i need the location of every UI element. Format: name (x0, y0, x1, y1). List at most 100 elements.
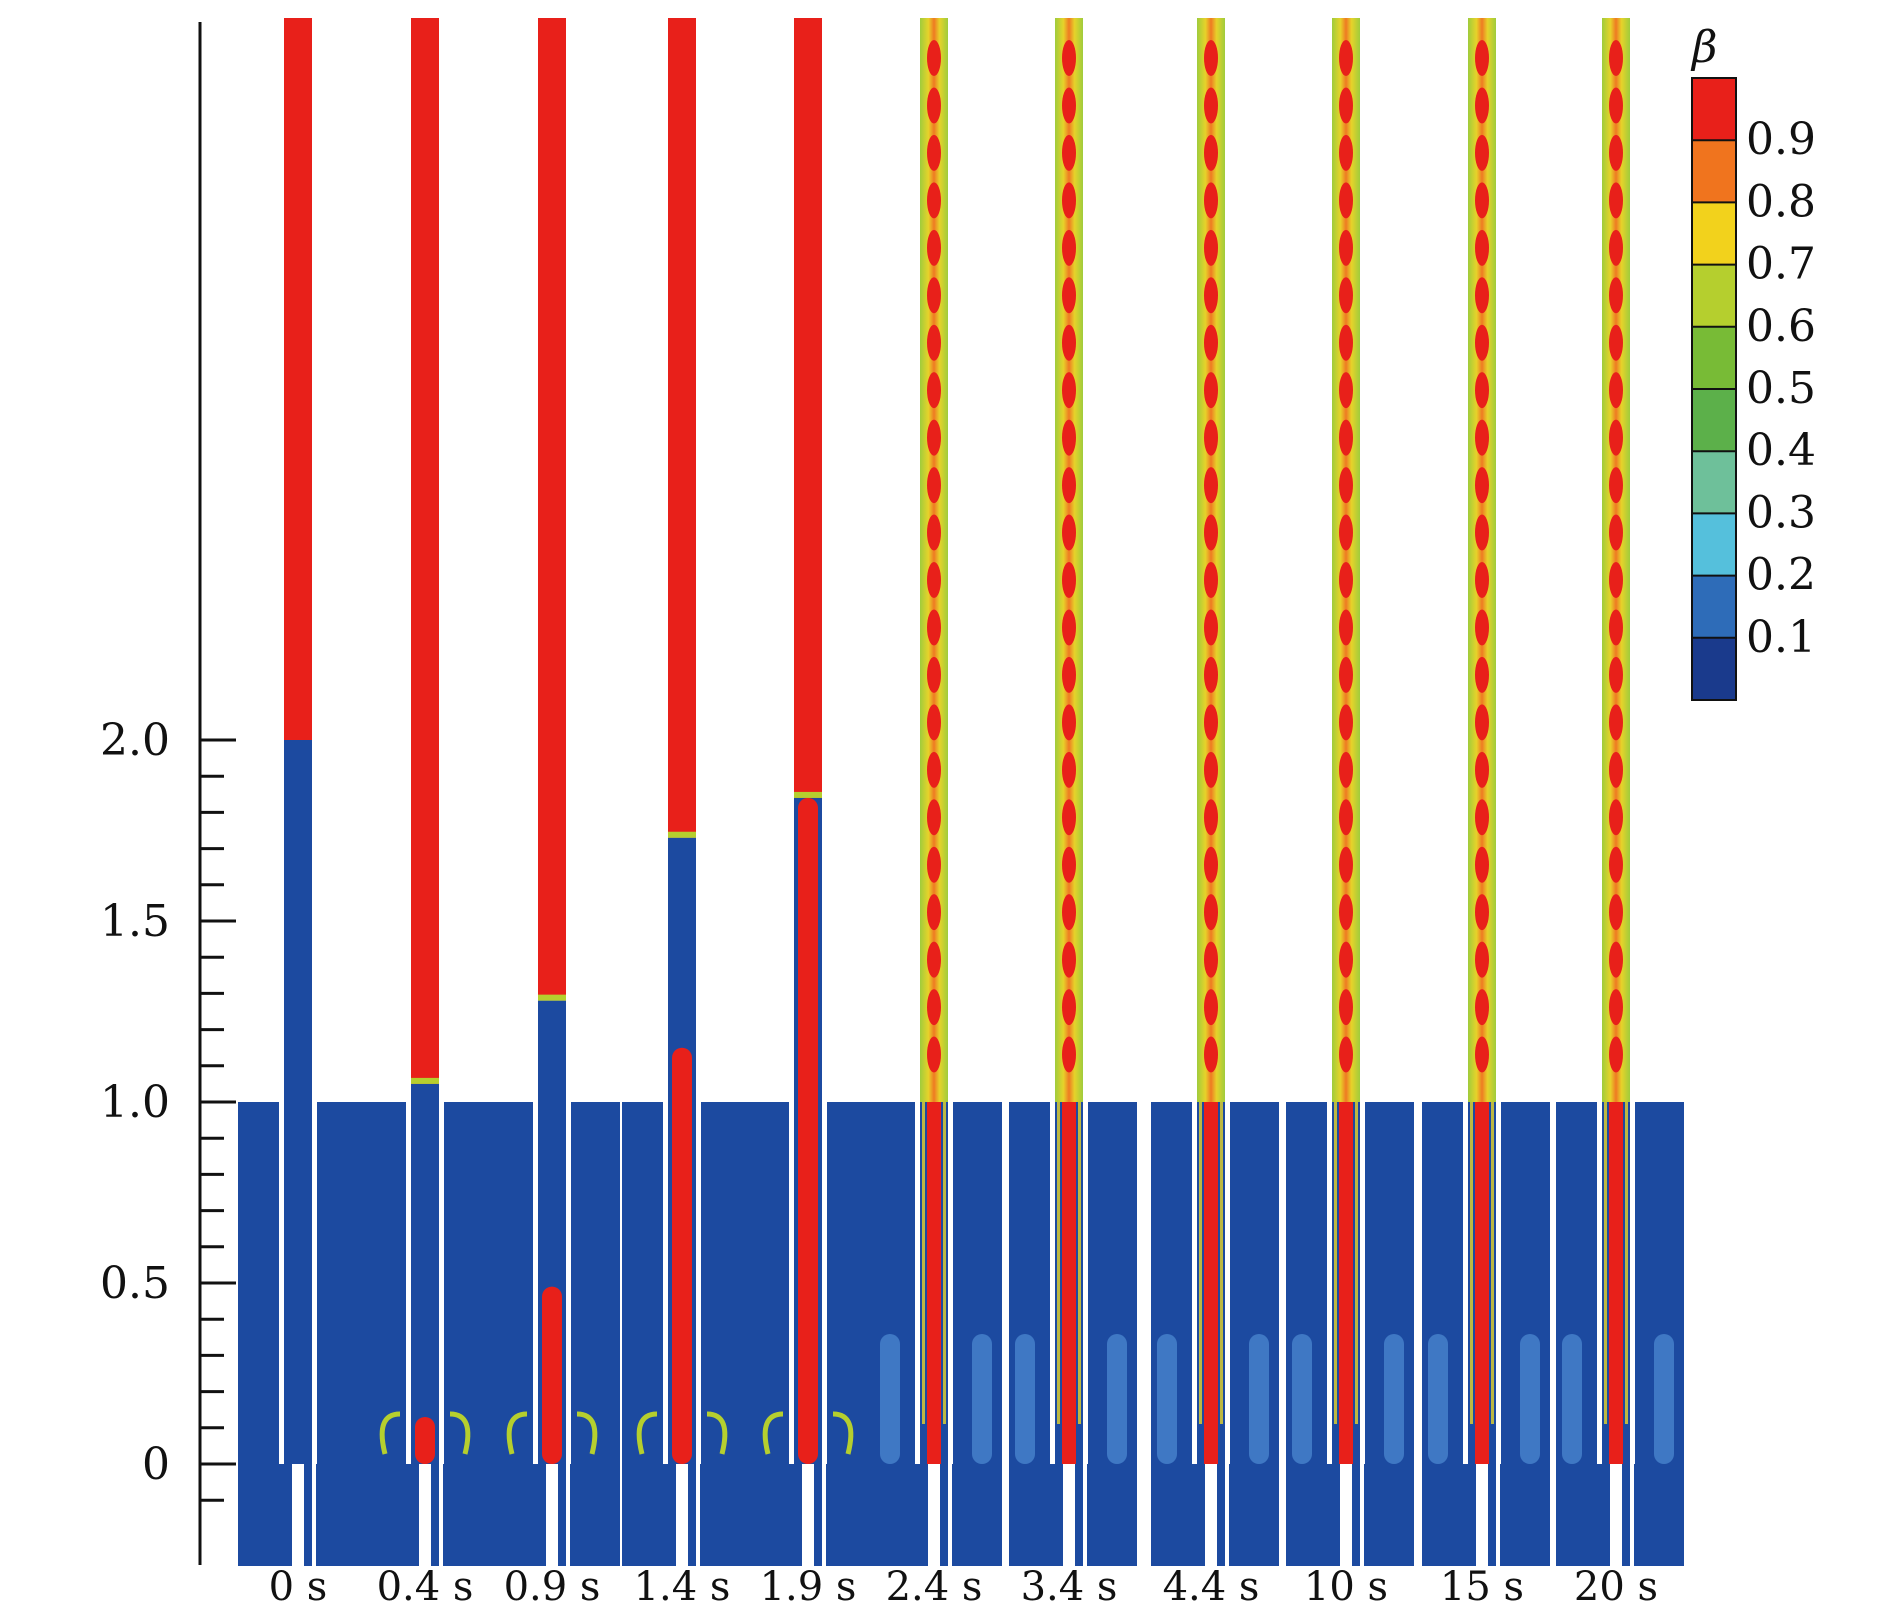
panel-3_4_s (1009, 18, 1137, 1566)
plume-blob (1062, 1036, 1076, 1073)
y-tick-label: 0.5 (100, 1258, 170, 1309)
right-water-block (826, 1102, 876, 1566)
colorbar-label: 0.3 (1746, 487, 1816, 538)
plume-blob (927, 229, 941, 266)
colorbar-swatch (1692, 451, 1736, 515)
plume-blob (1609, 467, 1623, 504)
time-label: 2.4 s (886, 1564, 983, 1607)
plume-blob (1062, 799, 1076, 836)
plume-blob (1204, 40, 1218, 76)
air-interface (411, 1077, 439, 1084)
plume-blob (1204, 277, 1218, 314)
side-bubble-right (1107, 1334, 1127, 1464)
upper-tube-water (284, 740, 312, 1102)
plume-blob (1339, 87, 1353, 124)
time-label: 3.4 s (1021, 1564, 1118, 1607)
colorbar-swatch (1692, 140, 1736, 204)
time-label: 0 s (269, 1564, 328, 1607)
right-water-block (443, 1102, 493, 1566)
tank-plume-edge-right (1625, 1102, 1628, 1424)
colorbar-label: 0.1 (1746, 612, 1816, 663)
air-interface (794, 791, 822, 798)
tank-plume-core (1204, 1102, 1218, 1464)
plume-blob (1609, 562, 1623, 598)
tank-plume-edge-left (1057, 1102, 1060, 1424)
plume-blob (1609, 87, 1623, 124)
gap-right (948, 1102, 953, 1464)
colorbar-swatch (1692, 575, 1736, 639)
right-water-block (1087, 1102, 1137, 1566)
plume-blob (927, 40, 941, 76)
gap-right (1225, 1102, 1230, 1464)
plume-blob (1609, 894, 1623, 931)
tank-plume-edge-left (1199, 1102, 1202, 1424)
plume-blob (1204, 87, 1218, 124)
gap-right (1360, 1102, 1365, 1464)
inlet-slot (292, 1464, 304, 1566)
plume-blob (1339, 467, 1353, 504)
plume-blob (1609, 704, 1623, 741)
plume-blob (1609, 751, 1623, 788)
plume-blob (1339, 941, 1353, 978)
plume-blob (1062, 134, 1076, 171)
plume-blob (927, 941, 941, 978)
plume-blob (1475, 989, 1489, 1026)
tank-plume-core (927, 1102, 941, 1464)
gap-right (312, 1102, 317, 1464)
y-tick-label: 1.0 (100, 1077, 170, 1128)
gap-right (439, 1102, 444, 1464)
plume-blob (927, 87, 941, 124)
plume-blob (1062, 419, 1076, 456)
gap-left (1463, 1102, 1468, 1464)
time-panels (238, 18, 1684, 1566)
plume-blob (1339, 277, 1353, 314)
plume-blob (1062, 894, 1076, 931)
upper-tube-air (538, 18, 566, 1001)
time-label: 15 s (1440, 1564, 1524, 1607)
vortex-left (762, 1411, 784, 1455)
side-bubble-right (1249, 1334, 1269, 1464)
upper-tube-mixture (1332, 18, 1360, 1102)
plume-blob (1475, 656, 1489, 693)
plume-blob (1339, 134, 1353, 171)
panel-10_s (1286, 18, 1414, 1566)
time-labels: 0 s 0.4 s 0.9 s 1.4 s 1.9 s 2.4 s 3.4 s 4.4 s 10… (269, 1564, 1658, 1607)
gap-right (1083, 1102, 1088, 1464)
y-tick-label: 1.5 (100, 896, 170, 947)
plume-blob (1204, 467, 1218, 504)
gap-left (663, 1102, 668, 1464)
rising-air-column (542, 1286, 562, 1464)
vortex-left (379, 1411, 401, 1455)
plume-blob (1339, 846, 1353, 883)
side-bubble-left (1157, 1334, 1177, 1464)
plume-blob (927, 609, 941, 646)
plume-blob (1204, 324, 1218, 361)
plume-blob (1475, 372, 1489, 409)
upper-tube-air (411, 18, 439, 1084)
y-axis-tick-labels: 0 0.5 1.0 1.5 2.0 (100, 715, 170, 1490)
right-water-block (1364, 1102, 1414, 1566)
inlet-slot (1340, 1464, 1352, 1566)
time-label: 1.4 s (634, 1564, 731, 1607)
plume-blob (1062, 182, 1076, 219)
panel-1_4_s (622, 18, 750, 1566)
vortex-right (576, 1411, 598, 1455)
plume-blob (1339, 751, 1353, 788)
inlet-slot (1205, 1464, 1217, 1566)
time-label: 20 s (1574, 1564, 1658, 1607)
air-interface (668, 831, 696, 838)
plume-blob (1609, 229, 1623, 266)
y-axis: 0 0.5 1.0 1.5 2.0 (100, 22, 236, 1565)
plume-blob (1609, 656, 1623, 693)
colorbar-swatch (1692, 389, 1736, 453)
plume-blob (927, 277, 941, 314)
panel-0_s (238, 18, 366, 1566)
panel-4_4_s (1151, 18, 1279, 1566)
right-water-block (570, 1102, 620, 1566)
plume-blob (1062, 846, 1076, 883)
vortex-left (506, 1411, 528, 1455)
colorbar-swatch (1692, 326, 1736, 390)
colorbar-swatches (1691, 77, 1737, 701)
colorbar-label: 0.4 (1746, 425, 1816, 476)
